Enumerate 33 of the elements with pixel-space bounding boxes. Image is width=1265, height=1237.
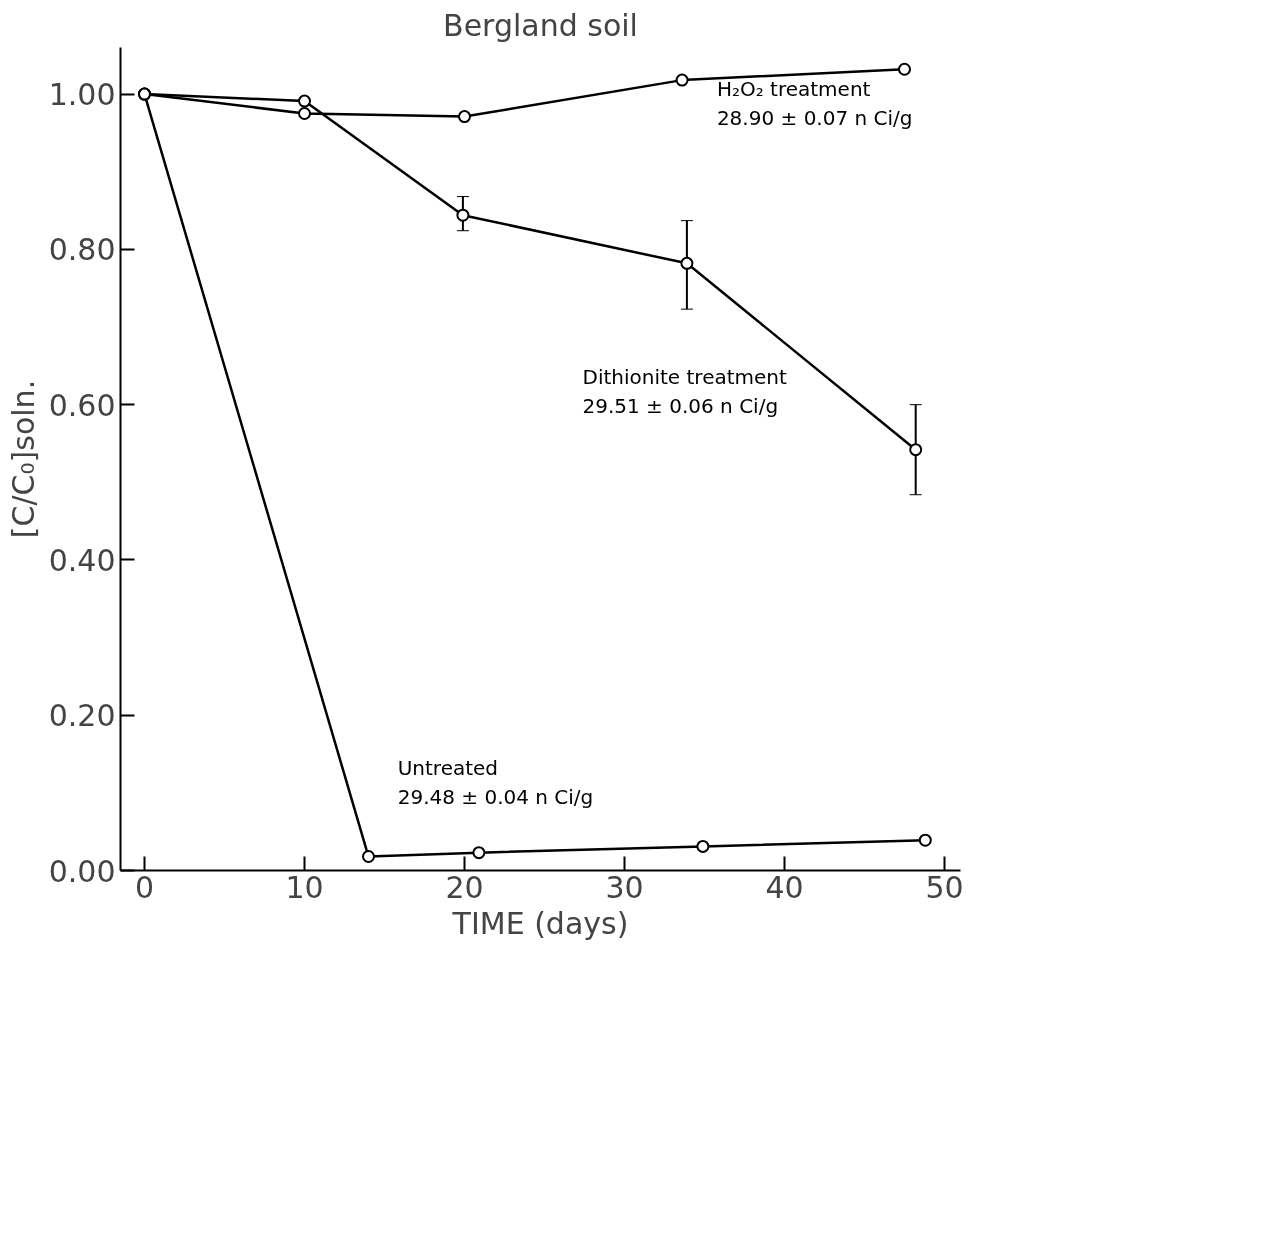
point (909, 443, 923, 457)
annotation: 29.48 ± 0.04 n Ci/g (397, 784, 594, 809)
point (696, 839, 710, 853)
series-label: Dithionite treatment (582, 365, 787, 390)
series-label: H₂O₂ treatment (716, 77, 871, 101)
y-tick-label: 0.00 (48, 853, 116, 889)
x-tick-label: 40 (765, 869, 804, 905)
y-tick-label: 0.60 (48, 387, 116, 423)
point (298, 94, 311, 108)
point (675, 73, 689, 87)
point (298, 107, 311, 120)
text: Untreated (397, 755, 499, 780)
x-axis-title: TIME (days) (451, 905, 629, 941)
y-tick-label: 0.80 (48, 232, 116, 268)
x-tick-label: 50 (925, 869, 964, 905)
y-tick-label: 1.00 (48, 77, 116, 113)
point (458, 110, 471, 124)
point (362, 850, 375, 864)
point (918, 833, 932, 847)
y-tick-label: 0.20 (48, 698, 116, 734)
annotation: 29.51 ± 0.06 n Ci/g (582, 393, 779, 418)
chart-title: Bergland soil (443, 7, 638, 43)
y-tick-label: 0.40 (48, 542, 116, 578)
x-tick-label: 30 (605, 869, 644, 905)
point (456, 208, 470, 222)
annotation: 28.90 ± 0.07 n Ci/g (716, 105, 913, 130)
point (680, 256, 694, 270)
point (898, 62, 911, 76)
x-tick-label: 10 (285, 869, 324, 905)
x-tick-label: 20 (445, 869, 484, 905)
point (472, 846, 486, 860)
y-axis-title: [C/C₀]soln. (5, 379, 41, 539)
x-tick-label: 0 (134, 869, 155, 905)
